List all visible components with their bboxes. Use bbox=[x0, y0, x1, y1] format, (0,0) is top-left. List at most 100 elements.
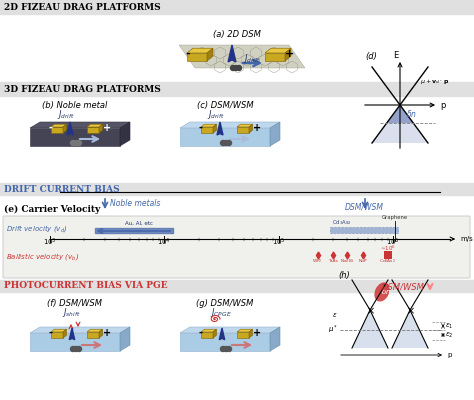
Polygon shape bbox=[387, 105, 413, 123]
Text: $J_{drift}$: $J_{drift}$ bbox=[57, 108, 75, 121]
Polygon shape bbox=[270, 327, 280, 351]
Polygon shape bbox=[180, 128, 270, 146]
Polygon shape bbox=[87, 332, 99, 338]
Polygon shape bbox=[219, 328, 225, 340]
Polygon shape bbox=[63, 124, 66, 133]
Circle shape bbox=[230, 66, 236, 70]
Text: Ballistic velocity ($v_b$): Ballistic velocity ($v_b$) bbox=[6, 252, 79, 262]
Text: $10^5$: $10^5$ bbox=[272, 236, 285, 248]
Text: (g) DSM/WSM: (g) DSM/WSM bbox=[196, 299, 254, 308]
Text: $J_{drift}$: $J_{drift}$ bbox=[207, 108, 225, 121]
Polygon shape bbox=[51, 332, 63, 338]
Text: $10^3$: $10^3$ bbox=[43, 236, 57, 248]
Polygon shape bbox=[179, 45, 305, 68]
Circle shape bbox=[71, 140, 75, 146]
Polygon shape bbox=[51, 124, 66, 127]
Circle shape bbox=[227, 346, 231, 352]
Polygon shape bbox=[30, 333, 120, 351]
Polygon shape bbox=[265, 53, 285, 61]
Text: E: E bbox=[393, 50, 398, 60]
Text: (b) Noble metal: (b) Noble metal bbox=[42, 101, 108, 110]
Text: -: - bbox=[199, 123, 203, 133]
Text: $\sim\!10^6$: $\sim\!10^6$ bbox=[379, 244, 396, 253]
Polygon shape bbox=[63, 329, 66, 338]
Polygon shape bbox=[237, 332, 249, 338]
Polygon shape bbox=[180, 333, 270, 351]
Text: $\mu^*$: $\mu^*$ bbox=[328, 324, 338, 336]
Text: +: + bbox=[253, 123, 261, 133]
Text: $\mu + \mathbf{v}_d \cdot \mathbf{p}$: $\mu + \mathbf{v}_d \cdot \mathbf{p}$ bbox=[420, 77, 449, 86]
Text: $J_{CPGE}$: $J_{CPGE}$ bbox=[210, 306, 232, 319]
Text: DSM/WSM: DSM/WSM bbox=[345, 202, 384, 211]
Polygon shape bbox=[352, 310, 388, 348]
Polygon shape bbox=[180, 327, 280, 333]
Text: WP$_2$: WP$_2$ bbox=[312, 257, 323, 265]
Circle shape bbox=[71, 346, 75, 352]
Polygon shape bbox=[249, 329, 253, 338]
Polygon shape bbox=[217, 122, 223, 135]
Bar bbox=[330, 227, 398, 233]
Text: DRIFT CURRENT BIAS: DRIFT CURRENT BIAS bbox=[4, 184, 119, 194]
Circle shape bbox=[76, 140, 82, 146]
Polygon shape bbox=[249, 124, 253, 133]
Text: +: + bbox=[103, 123, 111, 133]
Polygon shape bbox=[207, 48, 213, 61]
Text: -: - bbox=[49, 123, 53, 133]
Text: 3D FIZEAU DRAG PLATFORMS: 3D FIZEAU DRAG PLATFORMS bbox=[4, 84, 161, 94]
Polygon shape bbox=[237, 127, 249, 133]
Circle shape bbox=[224, 346, 228, 352]
Text: TaAs: TaAs bbox=[328, 259, 338, 263]
Text: $\delta n$: $\delta n$ bbox=[381, 288, 391, 296]
Polygon shape bbox=[237, 124, 253, 127]
Text: p: p bbox=[440, 100, 446, 110]
Text: (e) Carrier Velocity: (e) Carrier Velocity bbox=[4, 204, 100, 214]
Polygon shape bbox=[201, 332, 213, 338]
Text: (h): (h) bbox=[338, 271, 350, 280]
Text: $\varepsilon_1$: $\varepsilon_1$ bbox=[445, 322, 454, 330]
Circle shape bbox=[224, 140, 228, 146]
Polygon shape bbox=[270, 122, 280, 146]
Text: 2D FIZEAU DRAG PLATFORMS: 2D FIZEAU DRAG PLATFORMS bbox=[4, 2, 161, 12]
Text: $\mathrm{Cd_3As_2}$: $\mathrm{Cd_3As_2}$ bbox=[332, 218, 352, 227]
Text: $\mathrm{Cd_3As_2}$: $\mathrm{Cd_3As_2}$ bbox=[379, 257, 396, 265]
Text: $\varepsilon$: $\varepsilon$ bbox=[332, 311, 338, 319]
Text: (d): (d) bbox=[365, 52, 377, 61]
Polygon shape bbox=[99, 329, 102, 338]
Text: $10^6$: $10^6$ bbox=[386, 236, 400, 248]
Polygon shape bbox=[201, 127, 213, 133]
Polygon shape bbox=[51, 127, 63, 133]
Text: PHOTOCURRENT BIAS VIA PGE: PHOTOCURRENT BIAS VIA PGE bbox=[4, 282, 168, 290]
Polygon shape bbox=[67, 122, 73, 135]
Text: Graphene: Graphene bbox=[382, 215, 408, 220]
Polygon shape bbox=[372, 105, 428, 143]
Polygon shape bbox=[30, 122, 130, 128]
Text: NbP: NbP bbox=[359, 259, 367, 263]
Text: $\varepsilon_2$: $\varepsilon_2$ bbox=[445, 330, 454, 340]
Text: +: + bbox=[103, 328, 111, 338]
Text: -: - bbox=[49, 328, 53, 338]
Polygon shape bbox=[30, 327, 130, 333]
Text: $J_{drift}$: $J_{drift}$ bbox=[243, 52, 261, 65]
Circle shape bbox=[73, 346, 79, 352]
Polygon shape bbox=[392, 310, 428, 348]
Text: -: - bbox=[199, 328, 203, 338]
Polygon shape bbox=[201, 329, 217, 332]
Text: m/s: m/s bbox=[460, 236, 473, 242]
Polygon shape bbox=[187, 48, 213, 53]
Polygon shape bbox=[213, 124, 217, 133]
Polygon shape bbox=[180, 122, 280, 128]
Polygon shape bbox=[69, 328, 75, 340]
Ellipse shape bbox=[374, 282, 390, 302]
Text: $\times$: $\times$ bbox=[365, 306, 374, 316]
Polygon shape bbox=[87, 127, 99, 133]
Bar bbox=[383, 251, 392, 259]
Text: DSM/WSM: DSM/WSM bbox=[382, 283, 425, 292]
Polygon shape bbox=[187, 53, 207, 61]
Circle shape bbox=[227, 140, 231, 146]
Polygon shape bbox=[51, 329, 66, 332]
Text: Au, Al, etc: Au, Al, etc bbox=[126, 221, 154, 226]
Polygon shape bbox=[120, 327, 130, 351]
Text: $\times$: $\times$ bbox=[406, 306, 414, 316]
Text: -: - bbox=[185, 49, 190, 59]
Text: $J_{shift}$: $J_{shift}$ bbox=[62, 306, 81, 319]
